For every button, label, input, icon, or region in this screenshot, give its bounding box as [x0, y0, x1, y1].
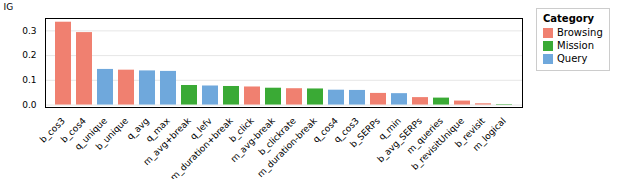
svg-text:q_cos3: q_cos3 [331, 115, 361, 145]
svg-text:m_queries: m_queries [404, 115, 445, 156]
html-text:Mission: Mission [557, 40, 595, 51]
svg-text:b_SERPs: b_SERPs [348, 115, 382, 149]
svg-text:m_avg-break: m_avg-break [228, 115, 277, 165]
svg-text:m_avg+break: m_avg+break [141, 115, 193, 168]
html-text:Query: Query [557, 53, 588, 64]
svg-text:0.2: 0.2 [22, 50, 36, 60]
html-text:Category: Category [543, 13, 595, 24]
svg-text:b_cos4: b_cos4 [58, 115, 88, 145]
svg-text:m_duration-break: m_duration-break [255, 115, 319, 179]
svg-text:0.1: 0.1 [22, 75, 36, 85]
svg-text:q_max: q_max [143, 115, 172, 144]
svg-text:m_duration+break: m_duration+break [168, 115, 235, 179]
svg-text:IG: IG [4, 2, 14, 12]
svg-text:b_unique: b_unique [93, 115, 130, 152]
svg-text:b_revisit: b_revisit [453, 115, 487, 150]
svg-text:0.0: 0.0 [22, 100, 37, 110]
svg-text:b_avg_SERPs: b_avg_SERPs [375, 115, 424, 165]
svg-text:m_logical: m_logical [471, 116, 508, 153]
svg-text:b_click: b_click [227, 115, 256, 145]
svg-text:q_avg: q_avg [124, 115, 151, 142]
svg-text:b_clickrate: b_clickrate [256, 115, 298, 158]
svg-text:q_min: q_min [376, 115, 403, 142]
svg-text:q_lefv: q_lefv [188, 115, 214, 142]
html-text:Browsing: Browsing [557, 27, 603, 38]
svg-text:b_cos3: b_cos3 [37, 115, 67, 145]
svg-text:q_cos4: q_cos4 [310, 115, 340, 145]
svg-text:0.3: 0.3 [22, 26, 36, 36]
svg-text:q_unique: q_unique [72, 115, 109, 152]
svg-text:b_revisitUnique: b_revisitUnique [409, 115, 466, 172]
